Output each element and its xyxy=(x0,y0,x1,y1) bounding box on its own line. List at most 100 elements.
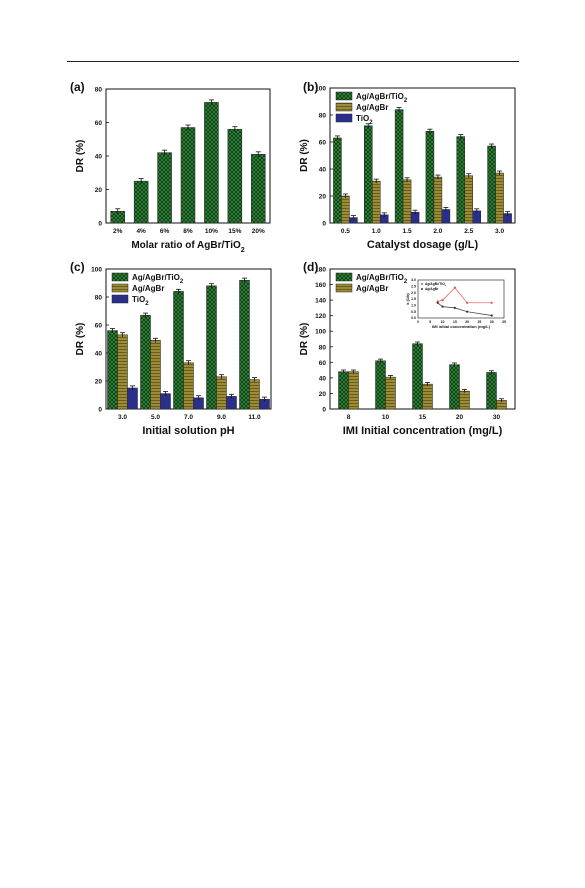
y-axis-label: DR (%) xyxy=(75,323,86,356)
inset-y-tick-label: 2.5 xyxy=(411,285,416,289)
inset-x-tick-label: 0 xyxy=(417,320,419,324)
panel-label: (a) xyxy=(70,80,85,94)
bar xyxy=(216,376,227,410)
legend-label: TiO2 xyxy=(356,114,373,126)
y-axis-label: DR (%) xyxy=(299,139,310,172)
bar xyxy=(495,172,504,224)
x-tick-label: 3.0 xyxy=(495,228,504,235)
inset-point xyxy=(466,301,469,304)
bar xyxy=(227,128,243,224)
inset-legend-marker xyxy=(421,288,423,290)
x-axis-label: Initial solution pH xyxy=(142,425,234,437)
y-tick-label: 40 xyxy=(95,351,103,358)
inset-y-tick-label: 0.5 xyxy=(411,310,416,314)
y-tick-label: 100 xyxy=(315,86,326,93)
panel-label: (d) xyxy=(303,260,318,274)
x-tick-label: 11.0 xyxy=(248,414,261,421)
inset-x-tick-label: 15 xyxy=(453,320,457,324)
inset-legend-label: Ag/AgBr xyxy=(425,287,439,291)
x-tick-label: 4% xyxy=(136,228,146,235)
inset-point xyxy=(490,301,493,304)
bar xyxy=(394,109,404,224)
bar xyxy=(249,379,260,410)
bar xyxy=(385,376,396,410)
bar xyxy=(425,130,435,224)
bar xyxy=(364,125,373,224)
x-tick-label: 7.0 xyxy=(184,414,193,421)
y-tick-label: 0 xyxy=(98,221,102,228)
bar xyxy=(464,175,473,224)
inset-point xyxy=(453,286,456,289)
bar xyxy=(487,145,496,224)
bar xyxy=(456,136,465,224)
inset-point xyxy=(436,301,439,304)
y-tick-label: 40 xyxy=(95,154,103,161)
bar xyxy=(140,314,151,410)
bar xyxy=(180,127,196,224)
y-tick-label: 140 xyxy=(315,298,326,305)
inset-y-tick-label: 3.0 xyxy=(411,278,416,282)
x-tick-label: 30 xyxy=(493,414,501,421)
y-axis-label: DR (%) xyxy=(75,140,86,173)
bar xyxy=(433,176,443,224)
legend-label: TiO2 xyxy=(132,295,149,307)
inset-legend-marker xyxy=(421,283,423,285)
x-tick-label: 8% xyxy=(183,228,193,235)
bar xyxy=(402,179,412,224)
x-tick-label: 3.0 xyxy=(118,414,127,421)
inset-legend-label: Ag/AgBr/TiO2 xyxy=(425,282,447,287)
x-tick-label: 5.0 xyxy=(151,414,160,421)
y-tick-label: 0 xyxy=(322,221,326,228)
header-rule xyxy=(67,61,519,62)
y-tick-label: 80 xyxy=(95,295,103,302)
bar xyxy=(486,372,497,410)
inset-point xyxy=(453,306,456,309)
x-tick-label: 15% xyxy=(228,228,241,235)
inset-y-label: k (1/h) xyxy=(406,293,410,305)
y-tick-label: 20 xyxy=(319,391,327,398)
x-tick-label: 1.5 xyxy=(403,228,412,235)
y-tick-label: 60 xyxy=(95,120,103,127)
x-tick-label: 6% xyxy=(160,228,170,235)
plot-frame xyxy=(329,87,516,224)
panel-label: (b) xyxy=(303,80,318,94)
inset-y-tick-label: 0.0 xyxy=(411,316,416,320)
inset-point xyxy=(490,314,493,317)
x-tick-label: 2.5 xyxy=(464,228,473,235)
inset-point xyxy=(441,305,444,308)
panel-label: (c) xyxy=(70,260,85,274)
y-tick-label: 80 xyxy=(319,113,327,120)
bar xyxy=(206,285,217,410)
y-tick-label: 80 xyxy=(95,87,103,94)
bar xyxy=(150,340,161,410)
bar xyxy=(459,390,470,410)
y-tick-label: 80 xyxy=(319,344,327,351)
bar xyxy=(333,137,342,224)
bar xyxy=(449,364,460,410)
legend-swatch xyxy=(111,272,129,282)
bar xyxy=(375,360,386,410)
x-tick-label: 10% xyxy=(205,228,218,235)
y-tick-label: 20 xyxy=(95,187,103,194)
x-tick-label: 2% xyxy=(113,228,123,235)
inset-x-tick-label: 10 xyxy=(441,320,445,324)
legend-swatch xyxy=(335,272,353,282)
inset-x-tick-label: 25 xyxy=(477,320,481,324)
x-axis-label: IMI Initial concentration (mg/L) xyxy=(343,425,503,437)
bar xyxy=(157,152,172,224)
bar xyxy=(107,330,118,410)
inset-x-tick-label: 5 xyxy=(429,320,431,324)
bar xyxy=(160,393,171,410)
y-tick-label: 20 xyxy=(319,194,327,201)
inset-point xyxy=(466,310,469,313)
legend-label: Ag/AgBr xyxy=(356,284,388,293)
x-tick-label: 10 xyxy=(382,414,390,421)
y-tick-label: 100 xyxy=(315,329,326,336)
inset-x-tick-label: 20 xyxy=(465,320,469,324)
y-tick-label: 120 xyxy=(315,313,326,320)
legend-swatch xyxy=(335,91,353,101)
inset-frame xyxy=(417,279,505,319)
y-tick-label: 40 xyxy=(319,375,327,382)
bar xyxy=(422,383,433,410)
